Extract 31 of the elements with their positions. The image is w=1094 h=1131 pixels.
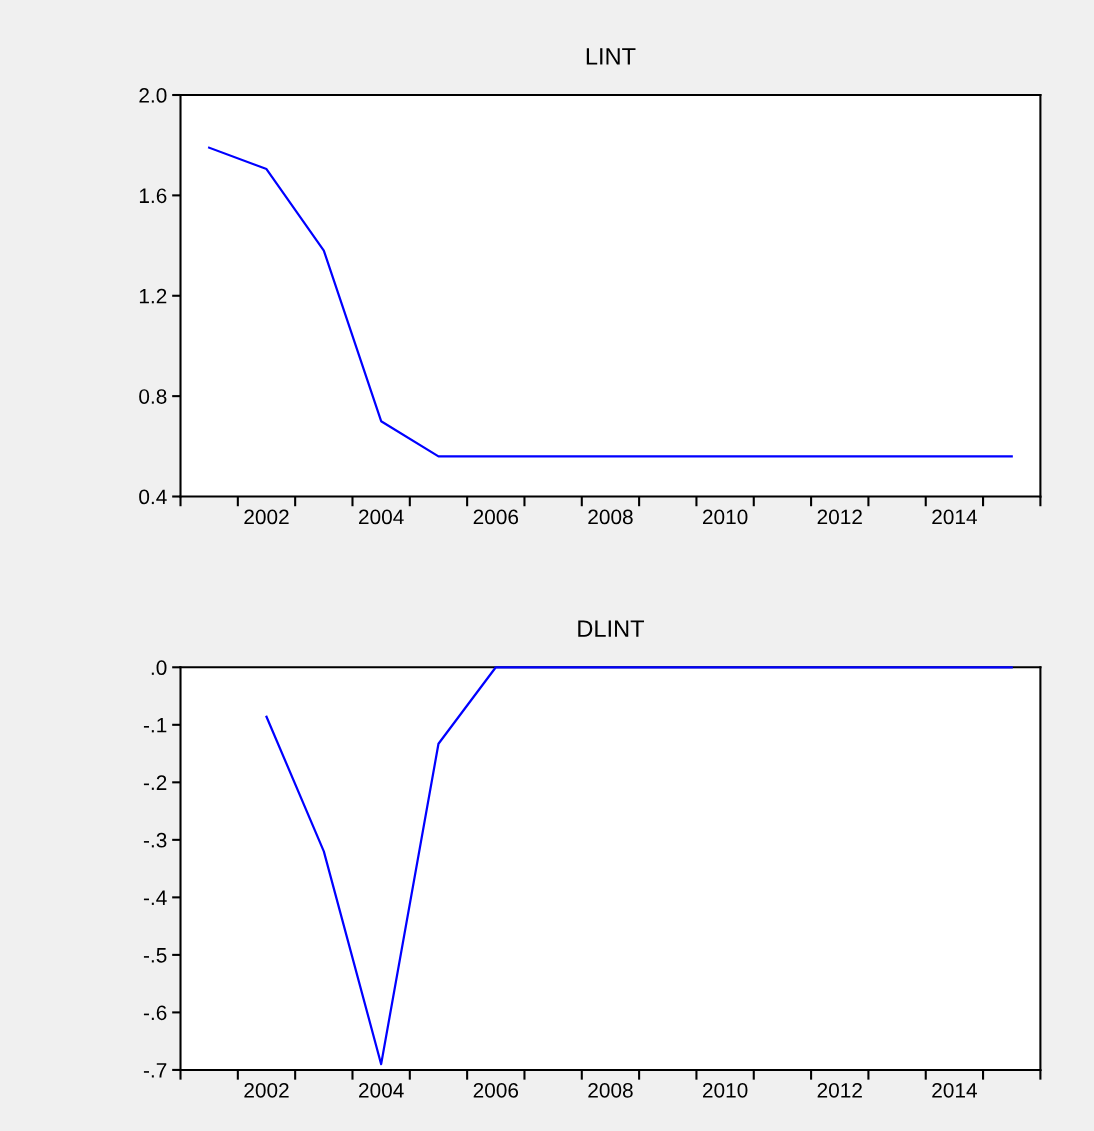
x-tick-label: 2006: [473, 509, 519, 525]
x-tick-label: 2002: [244, 1082, 289, 1098]
line-series: [208, 146, 1013, 458]
y-tick-label: -.6: [143, 1005, 167, 1021]
x-tick-label: 2010: [702, 1082, 748, 1098]
y-tick-label: 1.6: [139, 188, 167, 204]
x-tick-label: 2012: [817, 1082, 862, 1098]
y-tick-label: .0: [151, 660, 167, 676]
x-tick-label: 2004: [359, 1082, 404, 1098]
x-tick-label: 2002: [244, 509, 289, 525]
y-tick-label: -.3: [143, 832, 167, 848]
y-tick-label: -.1: [143, 718, 167, 733]
x-tick-label: 2008: [588, 509, 633, 525]
x-tick-label: 2006: [473, 1082, 519, 1098]
chart-title: LINT: [586, 48, 636, 65]
x-tick-label: 2008: [588, 1082, 633, 1098]
x-tick-label: 2004: [359, 509, 404, 525]
y-tick-label: -.4: [143, 890, 167, 905]
y-tick-label: -.5: [143, 948, 167, 963]
x-tick-label: 2012: [817, 509, 862, 525]
x-tick-label: 2014: [932, 1082, 977, 1098]
y-tick-label: 2.0: [139, 88, 167, 103]
chart-title: DLINT: [578, 620, 645, 637]
line-series: [265, 666, 1013, 1066]
x-tick-label: 2014: [932, 509, 977, 525]
y-tick-label: -.2: [143, 775, 167, 790]
y-tick-label: 0.4: [139, 489, 167, 505]
y-tick-label: 0.8: [139, 389, 167, 404]
y-tick-label: 1.2: [139, 288, 167, 304]
x-tick-label: 2010: [702, 509, 748, 525]
y-tick-label: -.7: [143, 1063, 167, 1078]
